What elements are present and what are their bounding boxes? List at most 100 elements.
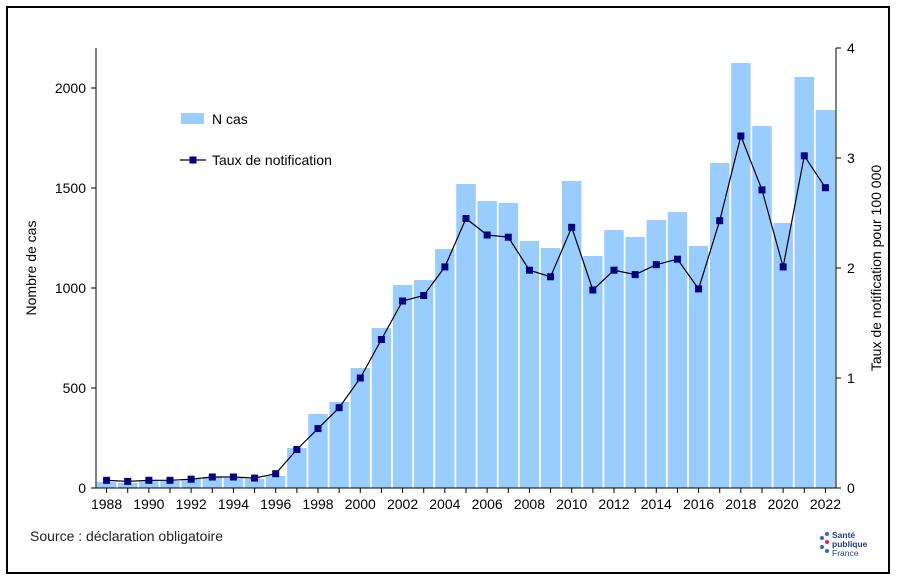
sante-publique-france-logo: Santé publique France: [818, 530, 878, 570]
bar-series: [96, 63, 836, 488]
rate-point-1997: [293, 446, 301, 453]
bar-2007: [498, 203, 519, 488]
legend: N cas Taux de notification: [180, 111, 332, 168]
bar-2015: [667, 212, 688, 488]
y-right-tick-label: 2: [847, 260, 855, 276]
bar-2010: [561, 181, 582, 488]
x-tick-label: 1996: [260, 496, 291, 512]
line-series: [103, 132, 829, 485]
x-tick-label: 2022: [810, 496, 841, 512]
x-tick-label: 1992: [176, 496, 207, 512]
bar-2019: [752, 126, 772, 488]
bar-2016: [688, 246, 709, 488]
rate-point-2014: [652, 261, 660, 269]
rate-point-1996: [272, 470, 280, 478]
legend-label-rate: Taux de notification: [212, 152, 332, 168]
x-tick-label: 2008: [514, 496, 545, 512]
bar-2014: [646, 220, 667, 488]
bar-1993: [202, 477, 223, 488]
legend-label-bars: N cas: [212, 111, 248, 127]
axes: 0 500 1000 1500 2000 0 1 2 3 4 1988 1990 1992 1994 199…: [23, 40, 884, 512]
rate-point-2013: [631, 271, 639, 279]
legend-marker-rate: [189, 156, 197, 164]
y-right-tick-label: 4: [847, 40, 855, 56]
bar-1990: [139, 481, 159, 488]
bar-1994: [223, 478, 244, 488]
source-note: Source : déclaration obligatoire: [30, 528, 224, 544]
x-tick-label: 2004: [429, 496, 460, 512]
bar-2002: [392, 285, 413, 488]
x-tick-label: 1988: [91, 496, 122, 512]
bar-2021: [794, 77, 815, 488]
bar-2005: [456, 184, 476, 488]
bar-2004: [435, 249, 455, 488]
logo-line1: Santé: [832, 530, 856, 540]
y-axis-left-label: Nombre de cas: [23, 221, 39, 316]
x-tick-label: 2000: [345, 496, 376, 512]
rate-point-2001: [377, 336, 385, 343]
rate-point-1988: [103, 476, 111, 484]
rate-point-1998: [314, 425, 322, 433]
rate-point-2003: [420, 292, 428, 299]
rate-point-1989: [124, 477, 132, 485]
rate-point-1993: [208, 473, 216, 481]
bar-2012: [604, 230, 624, 488]
bar-1988: [96, 482, 117, 488]
bar-2017: [709, 163, 730, 488]
bar-1991: [160, 481, 180, 488]
bar-1995: [244, 479, 265, 488]
bar-2008: [519, 241, 540, 488]
logo-line3: France: [832, 548, 859, 558]
rate-point-2015: [673, 255, 681, 263]
rate-point-1999: [335, 404, 343, 412]
bar-1989: [117, 483, 138, 488]
bar-1998: [308, 414, 328, 488]
bar-1996: [265, 476, 286, 488]
y-right-tick-label: 0: [847, 480, 855, 496]
bar-2000: [350, 368, 371, 488]
rate-point-2000: [356, 374, 364, 382]
bar-2018: [731, 63, 751, 488]
rate-point-2019: [758, 186, 766, 194]
x-tick-label: 2020: [768, 496, 799, 512]
x-tick-label: 2016: [683, 496, 714, 512]
rate-point-1994: [229, 473, 237, 481]
y-left-tick-label: 500: [63, 380, 87, 396]
y-left-tick-label: 1500: [55, 180, 86, 196]
rate-point-2022: [821, 184, 829, 192]
bar-2009: [540, 248, 561, 488]
bar-2006: [477, 201, 497, 488]
rate-point-2005: [462, 215, 470, 222]
rate-point-2020: [779, 263, 787, 271]
x-tick-label: 1994: [218, 496, 249, 512]
rate-point-2009: [547, 273, 555, 281]
rate-point-1992: [187, 475, 195, 483]
x-tick-label: 1990: [133, 496, 164, 512]
rate-point-2017: [716, 217, 724, 225]
rate-point-2012: [610, 266, 618, 274]
x-tick-label: 2018: [725, 496, 756, 512]
rate-point-1991: [166, 476, 174, 484]
bar-1999: [329, 402, 349, 488]
bar-1992: [181, 479, 201, 488]
x-tick-label: 2014: [641, 496, 672, 512]
legend-swatch-bars: [181, 113, 204, 124]
rate-point-2011: [589, 286, 597, 294]
rate-point-1995: [251, 474, 259, 482]
x-tick-label: 2006: [472, 496, 503, 512]
x-tick-label: 2010: [556, 496, 587, 512]
logo-line2: publique: [832, 539, 868, 549]
y-left-tick-label: 0: [78, 480, 86, 496]
rate-point-2007: [504, 233, 512, 241]
x-tick-label: 2002: [387, 496, 418, 512]
rate-point-2021: [800, 152, 808, 160]
rate-point-2016: [695, 285, 703, 293]
rate-point-2004: [441, 263, 449, 271]
rate-point-1990: [145, 476, 153, 484]
y-right-tick-label: 1: [847, 370, 855, 386]
x-tick-label: 1998: [302, 496, 333, 512]
bar-2011: [583, 256, 603, 488]
bar-2020: [773, 223, 793, 488]
rate-point-2002: [399, 297, 407, 305]
